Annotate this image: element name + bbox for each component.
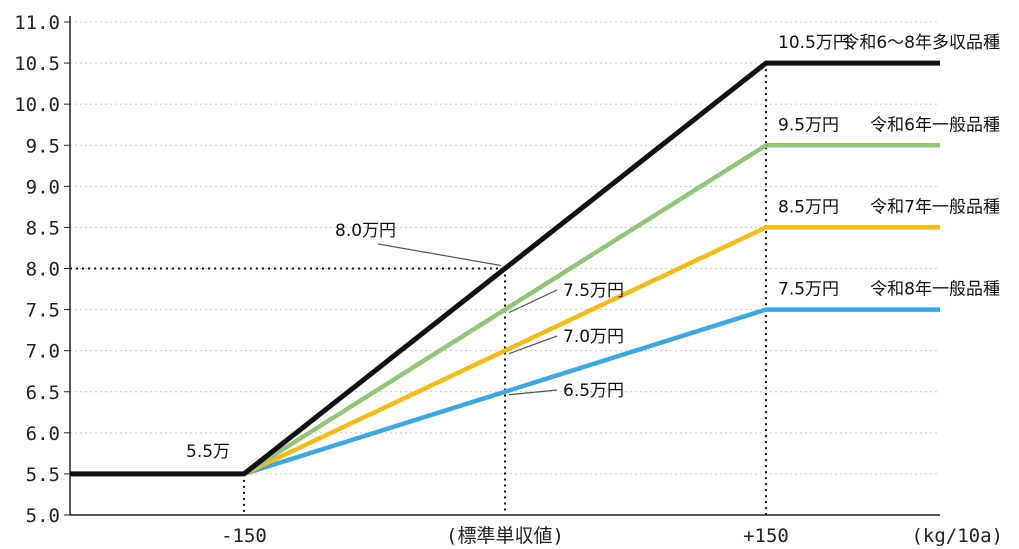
annotation-label: 8.0万円 (335, 221, 396, 241)
annotation-label: 6.5万円 (563, 381, 624, 401)
annotation-leader (508, 289, 558, 314)
series-line (70, 60, 940, 477)
annotation-leader (377, 243, 502, 267)
series-end-label: 7.5万円 (778, 280, 839, 300)
annotation-label: 7.5万円 (563, 281, 624, 301)
y-tick-label: 11.0 (14, 12, 60, 34)
x-axis-unit: (kg/10a) (911, 525, 1003, 547)
series-end-label: 8.5万円 (778, 197, 839, 217)
y-tick-label: 7.5 (26, 300, 60, 322)
x-tick-label: +150 (743, 525, 789, 547)
y-tick-label: 7.0 (26, 341, 60, 363)
y-tick-label: 8.0 (26, 259, 60, 281)
series-name-label: 令和6年一般品種 (870, 115, 1000, 135)
y-tick-label: 10.0 (14, 94, 60, 116)
y-tick-labels: 5.0 5.5 6.0 6.5 7.0 7.5 8.0 8.5 9.0 9.5 10.0 10.5 11… (14, 12, 60, 527)
y-tick-label: 5.0 (26, 505, 60, 527)
guide-lines (70, 63, 767, 515)
series-end-label: 9.5万円 (778, 115, 839, 135)
y-tick-label: 8.5 (26, 217, 60, 239)
series-name-label: 令和8年一般品種 (870, 280, 1000, 300)
y-tick-label: 6.5 (26, 382, 60, 404)
series-end-label: 10.5万円 (778, 33, 850, 53)
annotation-label: 7.0万円 (563, 327, 624, 347)
y-tick-label: 5.5 (26, 464, 60, 486)
x-tick-labels: -150 (標準単収値) +150 (221, 525, 789, 547)
x-tick-label: (標準単収値) (446, 525, 564, 547)
grid (70, 21, 940, 475)
annotation-label: 5.5万 (186, 442, 230, 462)
series-name-label: 令和6～8年多収品種 (842, 33, 1000, 53)
annotation-leader (508, 335, 558, 355)
series-name-label: 令和7年一般品種 (870, 197, 1000, 217)
annotation-leader (508, 389, 558, 396)
y-tick-label: 6.0 (26, 423, 60, 445)
axes (64, 16, 940, 516)
series-group (70, 60, 940, 477)
y-tick-label: 10.5 (14, 53, 60, 75)
y-tick-label: 9.5 (26, 135, 60, 157)
y-tick-label: 9.0 (26, 176, 60, 198)
x-tick-label: -150 (221, 525, 267, 547)
